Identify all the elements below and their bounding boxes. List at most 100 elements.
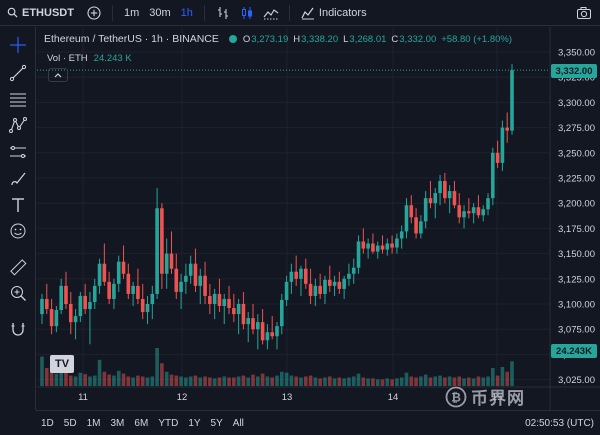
candle-body [44,298,49,310]
candle-body [385,243,390,250]
candle [164,238,169,289]
candle [188,255,193,284]
measure-tool[interactable] [6,255,30,279]
candle-body [318,285,322,294]
candle-body [467,211,471,214]
volume-bar [337,377,342,386]
interval-30m[interactable]: 30m [149,6,171,19]
candle [107,271,111,304]
volume-bar [140,376,145,386]
volume-bar [361,377,366,386]
candle-body [308,283,313,296]
volume-bar [457,376,462,386]
text-tool[interactable] [6,193,30,217]
candle-body [452,191,457,206]
watermark-text: 币界网 [471,389,525,408]
volume-bar [414,377,418,386]
top-toolbar: ETHUSDT 1m 30m 1h Indicators [0,0,600,26]
candle-body [88,301,92,310]
change-value: +58.80 (+1.80%) [441,33,513,45]
price-chart[interactable]: 3,350.00 3,325.00 3,300.00 3,275.00 3,250.00… [0,0,600,410]
candle-body [188,263,193,276]
candle [212,288,217,320]
trendline-tool[interactable] [6,61,30,85]
fib-tool[interactable] [6,87,30,111]
price-tick-label: 3,325.00 [558,73,595,84]
volume-legend: Vol · ETH 24.243 K [47,53,132,64]
range-1m[interactable]: 1M [86,417,101,429]
interval-1h[interactable]: 1h [180,6,193,19]
area-chart-icon [263,8,279,19]
candle-body [208,295,212,304]
volume-bar [203,376,207,386]
candle-body [433,193,438,204]
area-style-button[interactable] [259,0,283,26]
volume-bar [97,359,102,386]
snapshot-button[interactable] [572,0,596,26]
candle [347,263,351,286]
range-all[interactable]: All [232,417,244,429]
interval-1m[interactable]: 1m [123,6,140,19]
zoom-tool[interactable] [6,281,30,305]
range-1d[interactable]: 1D [41,417,54,429]
candle-body [246,318,251,325]
candle-body [423,198,428,222]
candle [476,195,481,219]
candle-style-button[interactable] [235,0,259,26]
candle [390,235,394,254]
emoji-tool[interactable] [6,219,30,243]
candle-body [390,243,394,248]
candle-body [447,191,452,199]
magnet-tool[interactable] [6,317,30,341]
crosshair-tool[interactable] [6,33,30,57]
bar-style-button[interactable] [211,0,235,26]
crosshair-icon [10,37,26,53]
candle [299,265,303,296]
volume-bar [404,372,409,386]
legend-collapse-button[interactable] [48,68,68,82]
candle [457,193,462,224]
candle-body [116,261,121,284]
candle-body [327,279,332,286]
price-tick-label: 3,200.00 [558,199,595,210]
volume-bar [251,374,255,386]
volume-bar [174,375,179,386]
candle-body [428,198,433,204]
candle-body [284,281,289,300]
magnet-icon [11,323,25,336]
compare-button[interactable] [82,0,106,26]
volume-bar [428,377,433,386]
volume-bar [284,372,289,386]
candle-body [438,181,442,194]
horizontal-lines-icon [10,93,26,107]
candle-body [375,245,380,252]
range-1y[interactable]: 1Y [188,417,201,429]
candle [409,195,414,224]
candle-body [279,299,284,327]
volume-bar [313,377,318,386]
volume-bar [308,375,313,386]
candle [452,181,457,209]
indicators-button[interactable]: Indicators [296,0,372,26]
candle [303,258,308,289]
pattern-icon [9,117,27,133]
range-5y[interactable]: 5Y [210,417,223,429]
range-3m[interactable]: 3M [110,417,125,429]
volume-bar [107,374,111,386]
candle [433,188,438,219]
candle-body [342,278,346,289]
open-key: O [242,33,251,45]
brush-tool[interactable] [6,167,30,191]
candle [203,261,207,304]
toolbar-divider [203,4,205,21]
candle [140,283,145,320]
pattern-tool[interactable] [6,113,30,137]
range-6m[interactable]: 6M [134,417,149,429]
projection-tool[interactable] [6,140,30,164]
candle-body [174,268,179,292]
open-value: 3,273.19 [251,33,289,45]
range-ytd[interactable]: YTD [158,417,179,429]
range-5d[interactable]: 5D [63,417,77,429]
volume-bar [395,378,399,386]
symbol-search[interactable]: ETHUSDT [0,7,82,19]
